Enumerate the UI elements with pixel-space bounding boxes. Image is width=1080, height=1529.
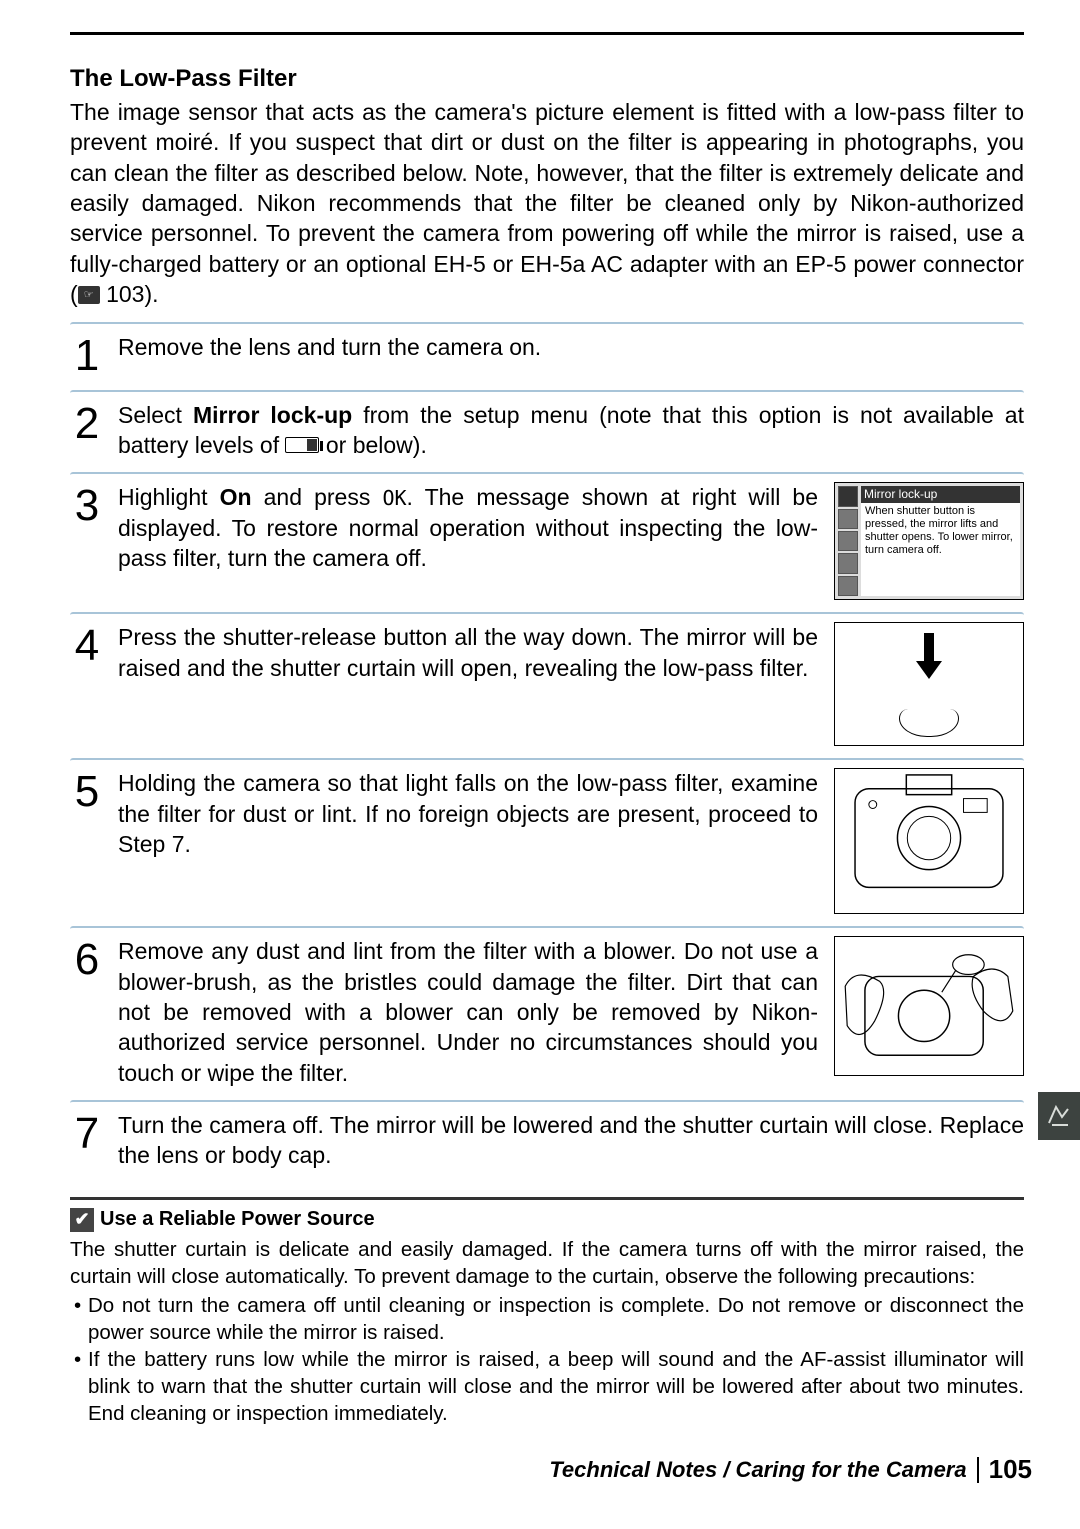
t: or below). (319, 432, 426, 458)
step-7: 7 Turn the camera off. The mirror will b… (70, 1100, 1024, 1183)
callout-bullet: Do not turn the camera off until cleanin… (70, 1292, 1024, 1346)
step-number: 5 (70, 768, 104, 914)
camera-blower-figure (834, 936, 1024, 1076)
step-4: 4 Press the shutter-release button all t… (70, 612, 1024, 758)
on-label: On (220, 484, 252, 510)
intro-text-post: ). (144, 281, 158, 307)
step-text: Press the shutter-release button all the… (118, 622, 818, 746)
t: and press (252, 484, 383, 510)
step-3: 3 Highlight On and press OK. The message… (70, 472, 1024, 612)
step-5: 5 Holding the camera so that light falls… (70, 758, 1024, 926)
t: Highlight (118, 484, 220, 510)
step-2: 2 Select Mirror lock-up from the setup m… (70, 390, 1024, 473)
mirror-lockup-label: Mirror lock-up (193, 402, 352, 428)
callout-bullets: Do not turn the camera off until cleanin… (70, 1292, 1024, 1427)
step-text: Remove the lens and turn the camera on. (118, 332, 1024, 378)
t: Select (118, 402, 193, 428)
camera-front-figure (834, 768, 1024, 914)
step-number: 3 (70, 482, 104, 600)
section-title: The Low-Pass Filter (70, 65, 1024, 93)
lcd-title: Mirror lock-up (861, 486, 1020, 502)
step-number: 2 (70, 400, 104, 461)
intro-paragraph: The image sensor that acts as the camera… (70, 97, 1024, 310)
step-text: Highlight On and press OK. The message s… (118, 482, 818, 600)
footer-breadcrumb: Technical Notes / Caring for the Camera (549, 1457, 966, 1483)
side-tab-icon (1038, 1092, 1080, 1140)
step-6: 6 Remove any dust and lint from the filt… (70, 926, 1024, 1100)
top-rule (70, 32, 1024, 35)
page-number: 105 (989, 1454, 1032, 1485)
step-1: 1 Remove the lens and turn the camera on… (70, 322, 1024, 390)
footer-divider (977, 1457, 979, 1483)
step-text: Holding the camera so that light falls o… (118, 768, 818, 914)
step-number: 6 (70, 936, 104, 1088)
battery-icon (285, 437, 319, 453)
step-number: 4 (70, 622, 104, 746)
check-icon: ✔ (70, 1208, 94, 1232)
page-footer: Technical Notes / Caring for the Camera … (549, 1454, 1032, 1485)
callout-title: Use a Reliable Power Source (100, 1208, 375, 1231)
step-list: 1 Remove the lens and turn the camera on… (70, 322, 1024, 1183)
camera-outline-icon (899, 709, 959, 737)
arrow-down-icon (914, 633, 944, 683)
callout-intro: The shutter curtain is delicate and easi… (70, 1236, 1024, 1290)
shutter-press-figure (834, 622, 1024, 746)
step-number: 1 (70, 332, 104, 378)
intro-pageref: 103 (106, 281, 144, 307)
callout-bullet: If the battery runs low while the mirror… (70, 1346, 1024, 1427)
intro-text-pre: The image sensor that acts as the camera… (70, 99, 1024, 307)
lcd-figure: Mirror lock-up When shutter button is pr… (834, 482, 1024, 600)
step-text: Remove any dust and lint from the filter… (118, 936, 818, 1088)
step-text: Turn the camera off. The mirror will be … (118, 1110, 1024, 1171)
step-text: Select Mirror lock-up from the setup men… (118, 400, 1024, 461)
step-number: 7 (70, 1110, 104, 1171)
lcd-body: When shutter button is pressed, the mirr… (865, 505, 1016, 558)
callout-box: ✔ Use a Reliable Power Source The shutte… (70, 1197, 1024, 1427)
check-glyph: ✔ (74, 1209, 89, 1230)
ok-label: OK (382, 486, 406, 510)
page-ref-icon: ☞ (78, 286, 100, 304)
